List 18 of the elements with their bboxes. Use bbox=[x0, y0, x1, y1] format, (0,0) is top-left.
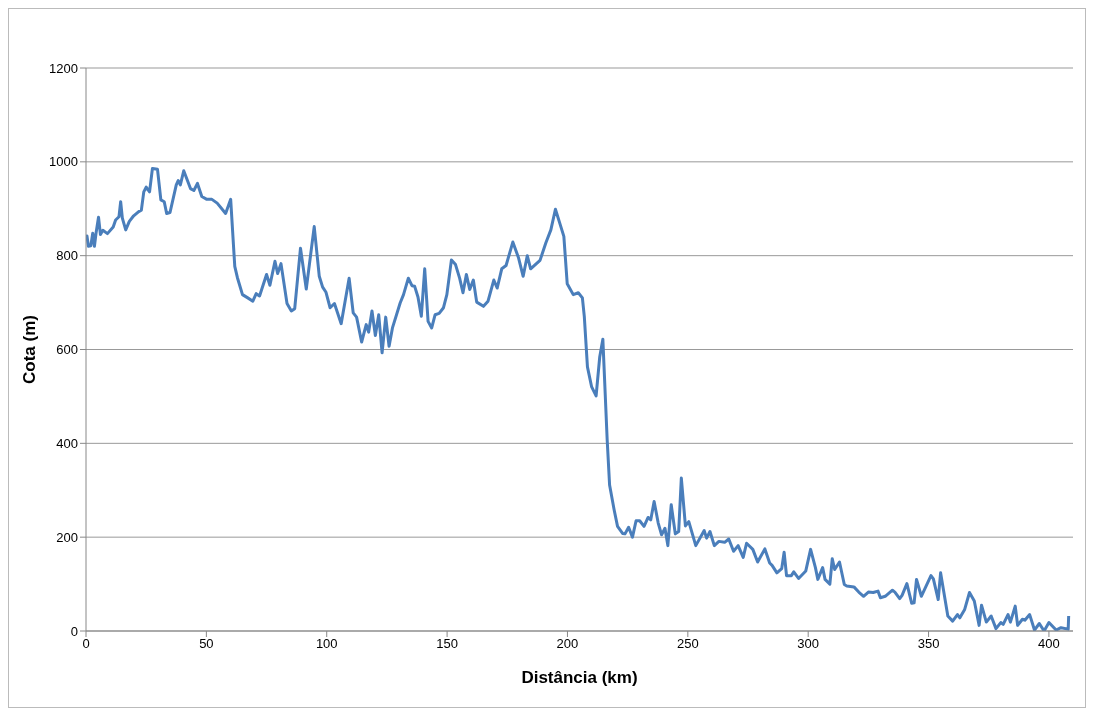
y-tick-label: 600 bbox=[56, 342, 78, 358]
y-tick-label: 0 bbox=[70, 623, 78, 639]
x-tick-label: 100 bbox=[315, 636, 338, 652]
y-tick-label: 200 bbox=[56, 529, 78, 545]
x-tick-label: 0 bbox=[82, 636, 90, 652]
x-tick-label: 400 bbox=[1038, 636, 1060, 652]
x-axis-title: Distância (km) bbox=[521, 668, 638, 687]
x-tick-label: 150 bbox=[436, 636, 458, 652]
y-tick-label: 400 bbox=[56, 435, 78, 451]
x-tick-label: 300 bbox=[797, 636, 820, 652]
x-tick-label: 350 bbox=[917, 636, 940, 652]
x-tick-label: 50 bbox=[199, 636, 214, 652]
x-tick-label: 250 bbox=[676, 636, 699, 652]
y-tick-label: 1200 bbox=[49, 60, 78, 76]
y-tick-label: 800 bbox=[56, 248, 78, 264]
y-axis-title: Cota (m) bbox=[20, 315, 40, 384]
y-tick-label: 1000 bbox=[49, 154, 78, 170]
x-tick-label: 200 bbox=[556, 636, 579, 652]
